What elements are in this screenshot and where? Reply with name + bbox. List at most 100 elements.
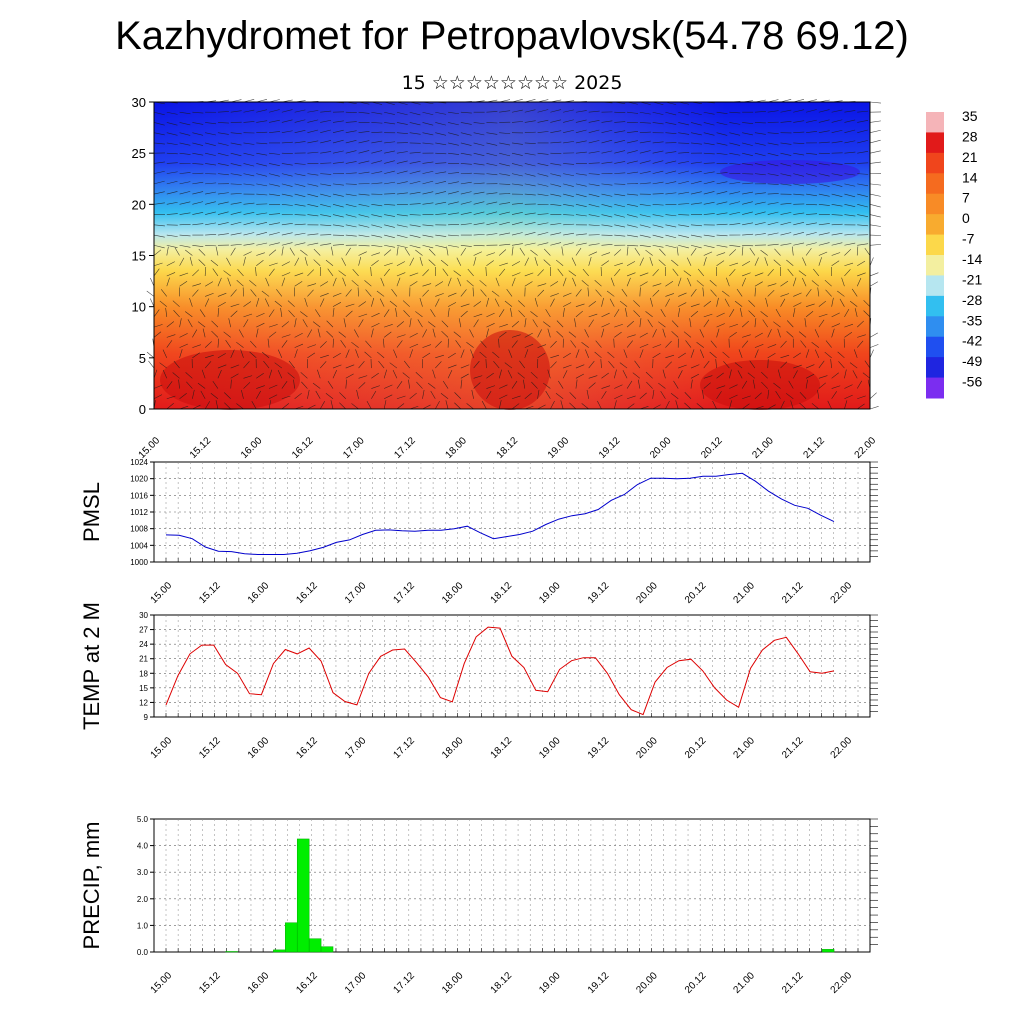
x-tick-label: 20.12 — [683, 970, 709, 996]
colorbar-label: -49 — [962, 353, 982, 369]
colorbar-label: -7 — [962, 231, 975, 247]
x-tick-label: 15.00 — [149, 970, 175, 996]
y-tick-label: 1020 — [130, 475, 148, 484]
x-tick-label: 20.00 — [634, 580, 660, 606]
y-tick-label: 1.0 — [137, 921, 149, 930]
colorbar-swatch — [926, 255, 944, 276]
y-tick-label: 9 — [144, 713, 149, 722]
y-tick-label: 15 — [139, 684, 148, 693]
wind-barbs — [146, 99, 882, 410]
pmsl-series-line — [165, 472, 835, 555]
cross-section-y-tick-label: 25 — [132, 146, 146, 161]
colorbar-swatch — [926, 275, 944, 297]
pmsl-frame — [153, 461, 871, 563]
colorbar-label: -56 — [962, 374, 982, 390]
y-tick-label: 30 — [139, 611, 148, 620]
cross-section-y-tick-label: 5 — [139, 351, 146, 366]
x-tick-label: 16.00 — [246, 970, 272, 996]
x-tick-label: 16.00 — [246, 735, 272, 761]
precip-bar — [273, 949, 286, 953]
x-tick-label: 21.12 — [780, 735, 806, 761]
y-tick-label: 3.0 — [137, 868, 149, 877]
cross-section-y-tick-label: 0 — [139, 402, 146, 417]
cross-section-x-tick-label: 18.12 — [495, 435, 521, 461]
cross-section-x-tick-label: 19.00 — [546, 435, 572, 461]
x-tick-label: 15.00 — [149, 735, 175, 761]
temp-at-2-m-frame — [153, 614, 871, 718]
cross-section-x-tick-label: 17.00 — [341, 435, 367, 461]
colorbar-label: -35 — [962, 312, 982, 328]
colorbar-label: -14 — [962, 251, 982, 267]
cross-section-x-tick-label: 19.12 — [597, 435, 623, 461]
x-tick-label: 19.12 — [586, 735, 612, 761]
y-axis-title: PRECIP, mm — [79, 822, 104, 950]
cross-section-x-tick-label: 15.12 — [188, 435, 214, 461]
colorbar-swatch — [926, 193, 944, 215]
colorbar-swatch — [926, 173, 944, 195]
cross-section-x-tick-label: 16.00 — [239, 435, 265, 461]
x-tick-label: 18.00 — [440, 580, 466, 606]
x-tick-label: 15.12 — [197, 580, 223, 606]
y-tick-label: 2.0 — [137, 895, 149, 904]
x-tick-label: 17.00 — [343, 580, 369, 606]
x-tick-label: 16.12 — [294, 735, 320, 761]
cross-section-y-tick-label: 20 — [132, 197, 146, 212]
x-tick-label: 16.00 — [246, 580, 272, 606]
precip-bar — [320, 946, 334, 953]
colorbar-swatch — [926, 152, 944, 174]
colorbar-label: -21 — [962, 271, 982, 287]
y-axis-title: PMSL — [79, 482, 104, 542]
x-tick-label: 17.12 — [392, 970, 418, 996]
colorbar-label: -42 — [962, 333, 982, 349]
y-axis-title: TEMP at 2 M — [79, 602, 104, 730]
x-tick-label: 22.00 — [829, 970, 855, 996]
colorbar-label: 0 — [962, 210, 970, 226]
temp-series-line — [165, 626, 835, 716]
precip-bar — [821, 949, 835, 953]
x-tick-label: 17.12 — [392, 580, 418, 606]
x-tick-label: 18.12 — [489, 735, 515, 761]
cross-section-x-tick-label: 20.00 — [648, 435, 674, 461]
x-tick-label: 20.00 — [634, 735, 660, 761]
colorbar-swatch — [926, 112, 944, 133]
x-tick-label: 22.00 — [829, 735, 855, 761]
precip-bar — [296, 838, 310, 953]
y-tick-label: 1008 — [130, 525, 148, 534]
cross-section-y-tick-label: 15 — [132, 249, 146, 264]
x-tick-label: 19.00 — [537, 735, 563, 761]
x-tick-label: 20.12 — [683, 580, 709, 606]
x-tick-label: 16.12 — [294, 580, 320, 606]
cross-section-x-tick-label: 21.00 — [750, 435, 776, 461]
precip-bar — [285, 922, 298, 953]
x-tick-label: 19.00 — [537, 580, 563, 606]
warm-core — [470, 330, 550, 410]
chart-subtitle: 15 ☆☆☆☆☆☆☆☆ 2025 — [401, 72, 623, 94]
x-tick-label: 19.12 — [586, 580, 612, 606]
y-tick-label: 12 — [139, 698, 148, 707]
y-tick-label: 0.0 — [137, 948, 149, 957]
colorbar-swatch — [926, 336, 944, 358]
x-tick-label: 17.12 — [392, 735, 418, 761]
cross-section-x-tick-label: 15.00 — [137, 435, 163, 461]
cross-section-x-tick-label: 21.12 — [802, 435, 828, 461]
colorbar-label: 14 — [962, 169, 978, 185]
x-tick-label: 21.00 — [732, 580, 758, 606]
colorbar-swatch — [926, 357, 944, 379]
x-tick-label: 19.12 — [586, 970, 612, 996]
cross-section-x-tick-label: 16.12 — [290, 435, 316, 461]
precip-bar — [225, 951, 238, 953]
colorbar-label: 7 — [962, 190, 970, 206]
y-tick-label: 1024 — [130, 458, 148, 467]
y-tick-label: 1000 — [130, 558, 148, 567]
x-tick-label: 18.12 — [489, 580, 515, 606]
x-tick-label: 16.12 — [294, 970, 320, 996]
x-tick-label: 20.12 — [683, 735, 709, 761]
colorbar-swatch — [926, 295, 944, 317]
y-tick-label: 1016 — [130, 491, 148, 500]
x-tick-label: 18.00 — [440, 735, 466, 761]
colorbar-label: 35 — [962, 108, 978, 124]
cross-section-x-tick-label: 20.12 — [699, 435, 725, 461]
colorbar-label: 28 — [962, 128, 978, 144]
colorbar-label: -28 — [962, 292, 982, 308]
